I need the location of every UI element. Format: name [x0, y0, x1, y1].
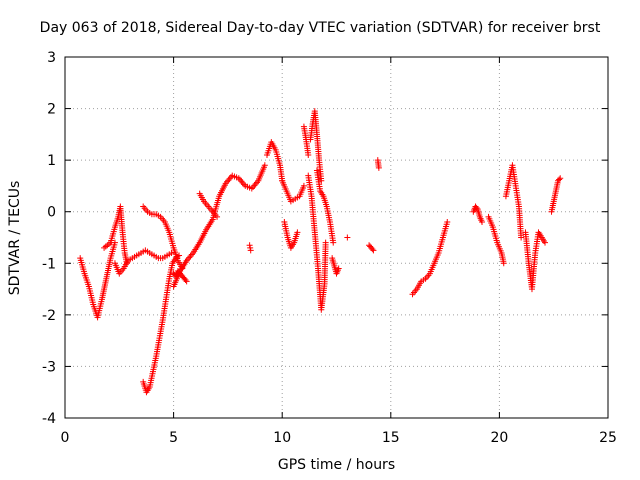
y-tick-label: 1 — [47, 153, 56, 169]
x-axis-label: GPS time / hours — [277, 457, 396, 473]
y-tick-label: 2 — [47, 102, 56, 118]
data-point — [479, 219, 486, 226]
y-tick-label: -2 — [42, 308, 56, 324]
y-tick-label: -3 — [42, 359, 56, 375]
data-point — [305, 151, 312, 158]
x-tick-label: 5 — [169, 430, 178, 446]
chart-title: Day 063 of 2018, Sidereal Day-to-day VTE… — [39, 20, 601, 36]
data-point — [247, 247, 254, 254]
x-tick-label: 10 — [273, 430, 291, 446]
data-point — [246, 242, 253, 249]
data-point — [344, 234, 351, 241]
data-point — [252, 180, 259, 187]
data-point — [261, 162, 268, 169]
data-point — [250, 183, 257, 190]
y-tick-label: 3 — [47, 50, 56, 66]
data-point — [247, 244, 254, 251]
data-points — [77, 108, 564, 396]
data-point — [227, 174, 234, 181]
data-point — [375, 164, 382, 171]
data-point — [557, 175, 564, 182]
axis-ticks: 0 5 10 15 20 25 -4 -3 -2 -1 0 1 2 3 — [42, 50, 617, 446]
data-point — [556, 176, 563, 183]
y-axis-label: SDTVAR / TECUs — [7, 180, 23, 296]
data-point — [214, 213, 221, 220]
x-tick-label: 15 — [382, 430, 400, 446]
data-point — [518, 234, 525, 241]
data-point — [187, 253, 194, 260]
data-point — [322, 239, 329, 246]
data-point — [500, 260, 507, 267]
data-point — [444, 219, 451, 226]
data-point — [225, 177, 232, 184]
y-tick-label: -1 — [42, 256, 56, 272]
data-point — [542, 239, 549, 246]
data-point — [182, 277, 189, 284]
x-tick-label: 20 — [490, 430, 508, 446]
data-point — [369, 246, 376, 253]
data-point — [318, 177, 325, 184]
data-point — [370, 247, 377, 254]
data-point — [335, 265, 342, 272]
data-point — [294, 229, 301, 236]
data-point — [330, 239, 337, 246]
data-point — [473, 204, 480, 211]
data-point — [183, 278, 190, 285]
y-tick-label: -4 — [42, 411, 56, 427]
data-point — [238, 178, 245, 185]
x-tick-label: 0 — [61, 430, 70, 446]
x-tick-label: 25 — [599, 430, 617, 446]
data-point — [176, 252, 183, 259]
data-point — [239, 179, 246, 186]
grid-lines — [65, 57, 608, 418]
data-point — [300, 182, 307, 189]
data-point — [168, 249, 175, 256]
plot-area-frame — [64, 56, 609, 419]
data-point — [186, 254, 193, 261]
y-tick-label: 0 — [47, 205, 56, 221]
